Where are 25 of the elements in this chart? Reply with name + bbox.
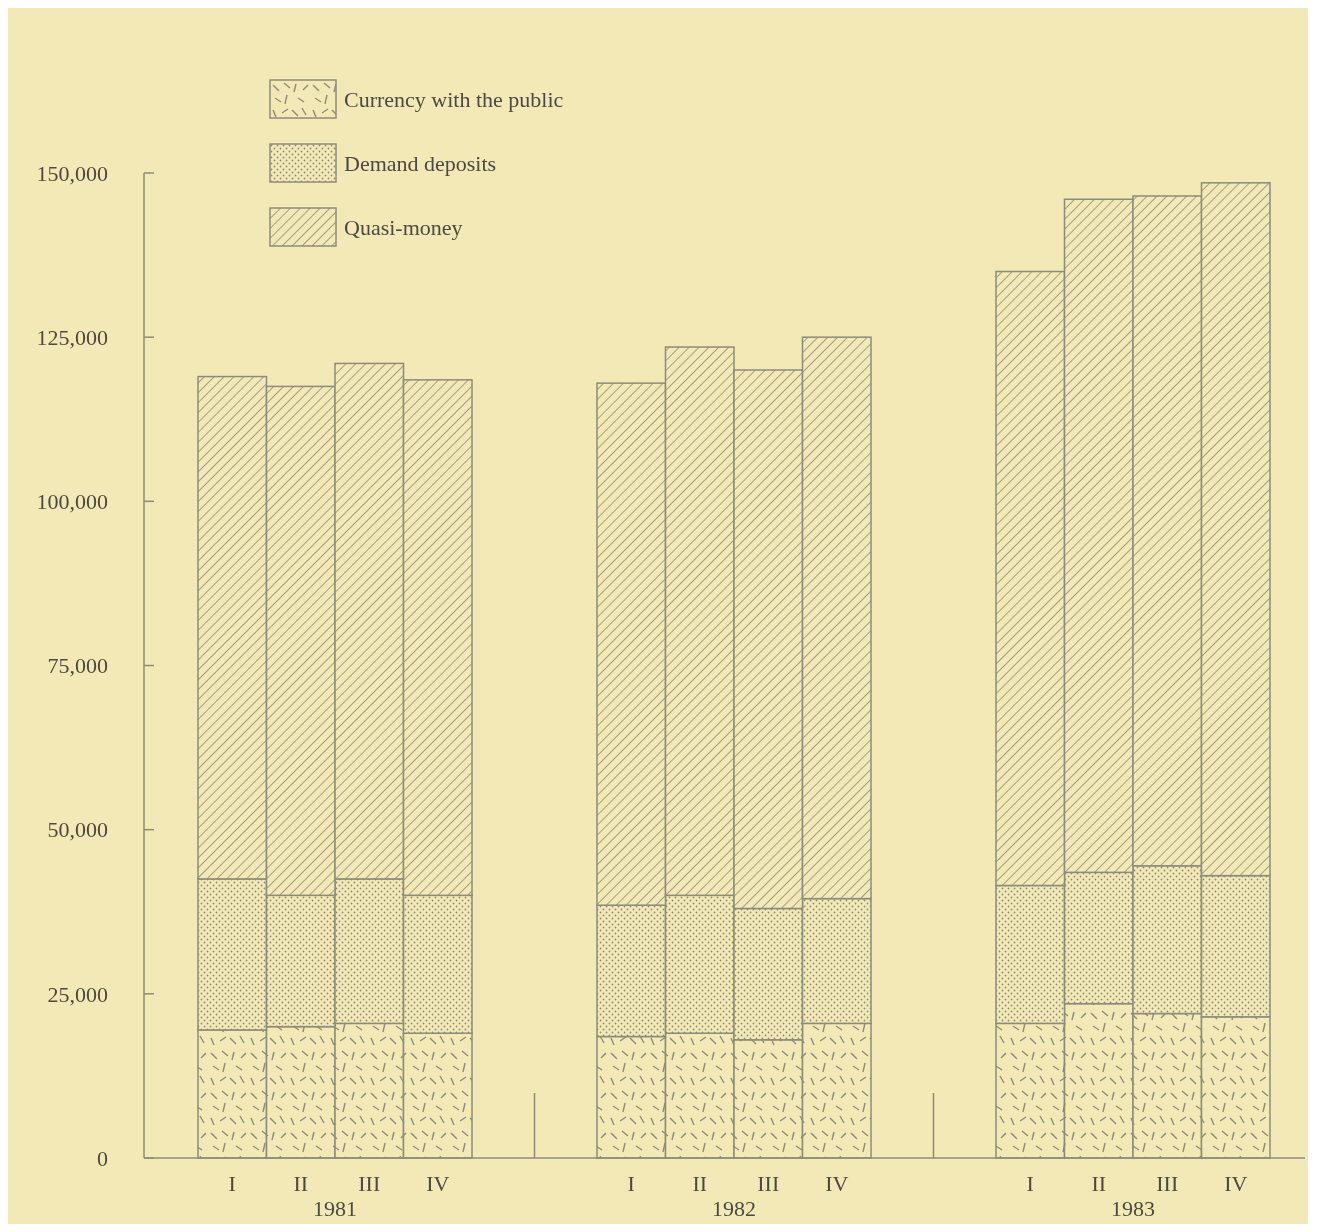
text: 1982 xyxy=(712,1196,756,1221)
text: 1983 xyxy=(1111,1196,1155,1221)
x-tick-label: I xyxy=(1026,1171,1034,1196)
x-tick-label: I xyxy=(228,1171,236,1196)
x-tick-label: IV xyxy=(1224,1171,1248,1196)
y-tick-label: 150,000 xyxy=(36,160,108,186)
legend-label: Quasi-money xyxy=(344,214,463,240)
y-tick-label: 0 xyxy=(97,1145,108,1171)
x-tick-label: IV xyxy=(426,1171,450,1196)
y-tick-label: 75,000 xyxy=(47,653,108,679)
y-tick-label: 50,000 xyxy=(47,817,108,843)
x-tick-label: I xyxy=(627,1171,635,1196)
x-tick-label: II xyxy=(1091,1171,1107,1196)
legend-label: Demand deposits xyxy=(344,150,497,176)
x-tick-label: III xyxy=(1156,1171,1179,1196)
x-tick-label: II xyxy=(692,1171,708,1196)
x-tick-label: IV xyxy=(825,1171,849,1196)
x-tick-label: III xyxy=(358,1171,381,1196)
y-tick-label: 100,000 xyxy=(36,489,108,515)
y-tick-label: 125,000 xyxy=(36,324,108,350)
x-tick-label: III xyxy=(757,1171,780,1196)
legend-label: Currency with the public xyxy=(344,86,564,112)
y-tick-label: 25,000 xyxy=(47,981,108,1007)
text: 1981 xyxy=(313,1196,357,1221)
x-tick-label: II xyxy=(293,1171,309,1196)
